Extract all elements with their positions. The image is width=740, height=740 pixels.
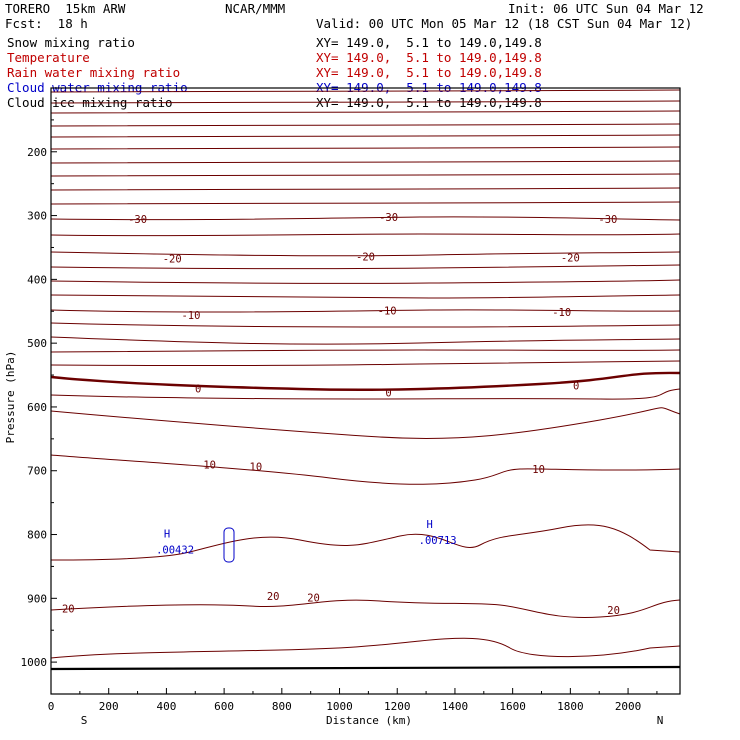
- x-axis: 0 200 400 600 800 1000 1200 1400 1600 1800 2000: [48, 688, 658, 713]
- field-rain: Rain water mixing ratio: [7, 65, 181, 80]
- contour-label: 0: [195, 383, 201, 395]
- maximum-symbol: H: [164, 529, 170, 541]
- isotherm-line: [50, 233, 681, 237]
- ground-surface: [50, 665, 681, 671]
- contour-label: 0: [385, 387, 391, 399]
- ground-line: [50, 665, 681, 671]
- isotherm-line: [50, 160, 681, 164]
- y-tick-label: 900: [27, 592, 47, 605]
- contour-label: -20: [163, 253, 182, 265]
- y-tick-label: 600: [27, 401, 47, 414]
- isotherm-line: [50, 388, 681, 400]
- field-cloud-ice-xy: XY= 149.0, 5.1 to 149.0,149.8: [316, 95, 542, 110]
- isotherm-line: [50, 360, 681, 367]
- isotherm-line: [50, 407, 681, 439]
- field-temperature-xy: XY= 149.0, 5.1 to 149.0,149.8: [316, 50, 542, 65]
- temperature-contours: [50, 89, 681, 659]
- model-name: TORERO 15km ARW: [5, 1, 126, 16]
- x-tick-label: 1000: [326, 700, 353, 713]
- south-label: S: [81, 714, 88, 727]
- isotherm-line: [50, 110, 681, 114]
- field-temperature: Temperature: [7, 50, 90, 65]
- isotherm-line: [50, 146, 681, 150]
- isotherm-line: [50, 89, 681, 93]
- y-tick-label: 500: [27, 337, 47, 350]
- cloud-water-contour-loop: [223, 527, 235, 563]
- maximum-symbol: H: [426, 519, 432, 531]
- isotherm-line: [50, 216, 681, 221]
- isotherm-line: [50, 100, 681, 104]
- x-tick-label: 600: [214, 700, 234, 713]
- plot-frame: [50, 87, 681, 695]
- contour-label: -30: [128, 214, 147, 226]
- field-snow-xy: XY= 149.0, 5.1 to 149.0,149.8: [316, 35, 542, 50]
- isotherm-line: [50, 454, 681, 485]
- init-time: Init: 06 UTC Sun 04 Mar 12: [508, 1, 704, 16]
- contour-label: 10: [532, 464, 545, 476]
- x-tick-label: 800: [272, 700, 292, 713]
- maximum-value: .00713: [419, 535, 457, 547]
- isotherm-line: [50, 187, 681, 191]
- contour-label: -10: [552, 307, 571, 319]
- forecast-hour: Fcst: 18 h: [5, 16, 88, 31]
- isotherm-line: [50, 173, 681, 177]
- contour-label: 10: [203, 459, 216, 471]
- isotherm-line: [50, 336, 681, 345]
- y-tick-label: 1000: [21, 656, 48, 669]
- north-label: N: [657, 714, 664, 727]
- maxima-markers: H .00432 H .00713: [156, 519, 457, 557]
- y-tick-label: 300: [27, 210, 47, 223]
- maximum-value: .00432: [156, 545, 194, 557]
- contour-label: -10: [378, 306, 397, 318]
- contour-label: 20: [607, 605, 620, 617]
- contour-labels: -30 -30 -30 -20 -20 -20 -10 -10 -10 0 0 0 10 10 10 20 20…: [62, 212, 620, 617]
- isotherm-line: [50, 309, 681, 313]
- isotherm-line: [50, 123, 681, 127]
- valid-time: Valid: 00 UTC Mon 05 Mar 12 (18 CST Sun …: [316, 16, 693, 31]
- contour-label: -20: [561, 253, 580, 265]
- x-tick-label: 1600: [499, 700, 526, 713]
- isotherm-line: [50, 637, 681, 659]
- isotherm-line: [50, 322, 681, 328]
- x-tick-label: 1200: [384, 700, 411, 713]
- x-axis-label: Distance (km): [326, 714, 412, 727]
- y-tick-label: 400: [27, 273, 47, 286]
- isotherm-line: [50, 251, 681, 257]
- contour-label: 20: [267, 591, 280, 603]
- contour-label: 20: [307, 593, 320, 605]
- y-tick-label: 200: [27, 146, 47, 159]
- x-tick-label: 1800: [557, 700, 584, 713]
- field-snow: Snow mixing ratio: [7, 35, 135, 50]
- y-axis-label: Pressure (hPa): [4, 351, 17, 444]
- contour-label: 0: [573, 380, 579, 392]
- x-tick-label: 400: [156, 700, 176, 713]
- x-tick-label: 1400: [442, 700, 469, 713]
- contour-label: -30: [598, 214, 617, 226]
- x-tick-label: 0: [48, 700, 55, 713]
- zero-degree-isotherm: [50, 371, 681, 391]
- contour-label: 10: [250, 461, 263, 473]
- y-tick-label: 800: [27, 529, 47, 542]
- y-axis: 200 300 400 500 600 700 800 900 1000: [21, 119, 57, 669]
- isotherm-line: [50, 599, 681, 618]
- x-tick-label: 2000: [615, 700, 642, 713]
- isotherm-line: [50, 201, 681, 205]
- field-rain-xy: XY= 149.0, 5.1 to 149.0,149.8: [316, 65, 542, 80]
- contour-label: -30: [379, 212, 398, 224]
- contour-label: 20: [62, 604, 75, 616]
- isotherm-line: [50, 294, 681, 299]
- isotherm-line: [50, 264, 681, 270]
- contour-label: -10: [181, 310, 200, 322]
- cloud-water-contour: [223, 527, 235, 563]
- contour-label: -20: [356, 251, 375, 263]
- isotherm-line: [50, 279, 681, 284]
- isotherm-line: [50, 524, 681, 561]
- y-tick-label: 700: [27, 465, 47, 478]
- isotherm-line: [50, 134, 681, 138]
- organization: NCAR/MMM: [225, 1, 286, 16]
- isotherm-line: [50, 349, 681, 353]
- x-tick-label: 200: [99, 700, 119, 713]
